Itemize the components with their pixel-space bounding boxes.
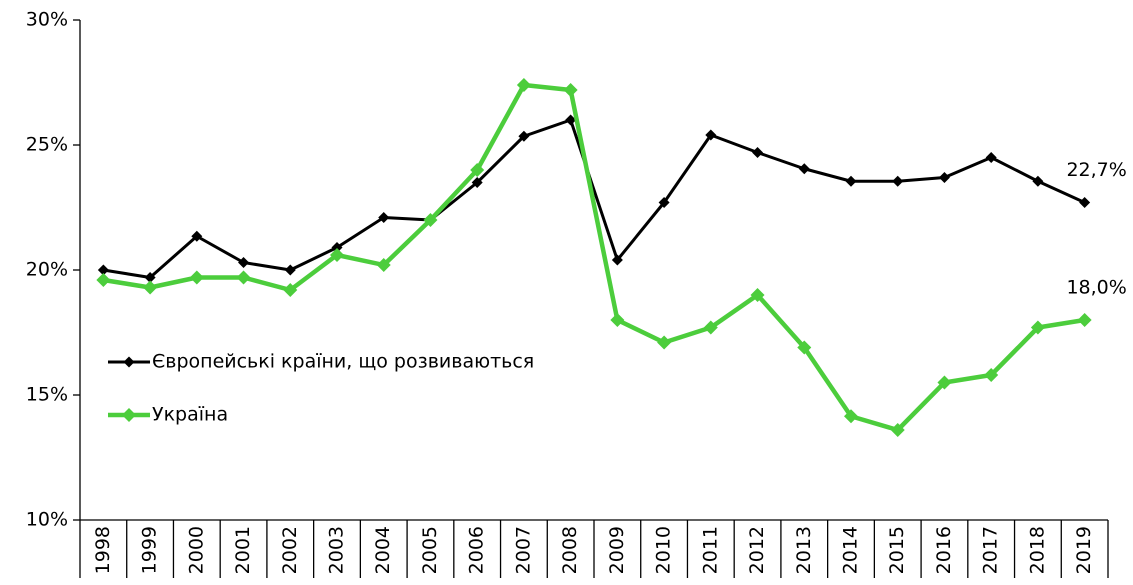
x-tick-label: 2009 <box>606 526 628 574</box>
x-tick-label: 2017 <box>980 526 1002 574</box>
point-marker <box>657 335 672 350</box>
point-marker <box>703 320 718 335</box>
point-marker <box>797 340 812 355</box>
x-tick-label: 2011 <box>699 526 721 574</box>
point-marker <box>1077 313 1092 327</box>
y-tick-label: 20% <box>26 259 68 281</box>
point-marker <box>985 152 997 163</box>
point-marker <box>143 280 158 295</box>
data-label: 22,7% <box>1066 159 1126 181</box>
x-tick-label: 2013 <box>793 526 815 574</box>
point-marker <box>752 147 764 158</box>
point-marker <box>423 213 438 227</box>
point-marker <box>283 283 298 297</box>
point-marker <box>1032 175 1044 187</box>
point-marker <box>705 129 717 141</box>
point-marker <box>937 375 952 390</box>
point-marker <box>96 273 111 287</box>
point-marker <box>798 163 810 175</box>
point-marker <box>191 230 203 242</box>
point-marker <box>890 423 905 437</box>
point-marker <box>658 197 670 208</box>
legend-marker <box>123 356 135 368</box>
point-marker <box>97 264 109 276</box>
point-marker <box>844 409 858 424</box>
x-tick-label: 1999 <box>139 526 161 574</box>
point-marker <box>1030 320 1045 335</box>
x-tick-label: 2007 <box>512 526 534 574</box>
point-marker <box>611 254 623 266</box>
x-tick-label: 2001 <box>232 526 254 574</box>
point-marker <box>565 114 577 126</box>
x-tick-label: 2003 <box>326 526 348 574</box>
x-tick-label: 2010 <box>653 526 675 574</box>
point-marker <box>331 242 343 253</box>
y-tick-label: 30% <box>26 9 68 31</box>
x-tick-label: 2008 <box>559 526 581 574</box>
x-tick-label: 2005 <box>419 526 441 574</box>
point-marker <box>845 175 857 187</box>
point-marker <box>330 248 344 262</box>
point-marker <box>144 272 156 283</box>
point-marker <box>938 172 950 183</box>
y-tick-label: 15% <box>26 384 68 406</box>
y-tick-label: 25% <box>26 134 68 156</box>
point-marker <box>892 175 904 187</box>
point-marker <box>378 212 390 223</box>
x-tick-label: 2012 <box>746 526 768 574</box>
x-tick-label: 1998 <box>92 526 114 574</box>
x-tick-label: 2002 <box>279 526 301 574</box>
x-tick-label: 2004 <box>372 526 394 574</box>
x-tick-label: 2015 <box>886 526 908 574</box>
legend-label: Європейські країни, що розвиваються <box>152 351 534 373</box>
point-marker <box>516 78 531 92</box>
point-marker <box>750 288 765 302</box>
x-tick-label: 2019 <box>1073 526 1095 574</box>
point-marker <box>236 270 251 285</box>
point-marker <box>610 313 625 327</box>
point-marker <box>1079 197 1091 208</box>
point-marker <box>284 264 296 276</box>
y-tick-label: 10% <box>26 509 68 531</box>
series-line <box>103 118 1086 279</box>
x-tick-label: 2018 <box>1026 526 1048 574</box>
point-marker <box>563 83 578 97</box>
data-label: 18,0% <box>1066 277 1126 299</box>
x-tick-label: 2014 <box>840 526 862 574</box>
x-tick-label: 2006 <box>466 526 488 574</box>
point-marker <box>376 258 391 272</box>
point-marker <box>238 257 250 268</box>
x-tick-label: 2000 <box>185 526 207 574</box>
point-marker <box>518 130 530 142</box>
point-marker <box>189 270 204 285</box>
legend-label: Україна <box>152 404 228 426</box>
point-marker <box>984 368 999 382</box>
point-marker <box>470 163 485 177</box>
legend-marker <box>122 408 136 422</box>
series-line <box>103 82 1085 433</box>
point-marker <box>471 177 483 188</box>
x-tick-label: 2016 <box>933 526 955 574</box>
